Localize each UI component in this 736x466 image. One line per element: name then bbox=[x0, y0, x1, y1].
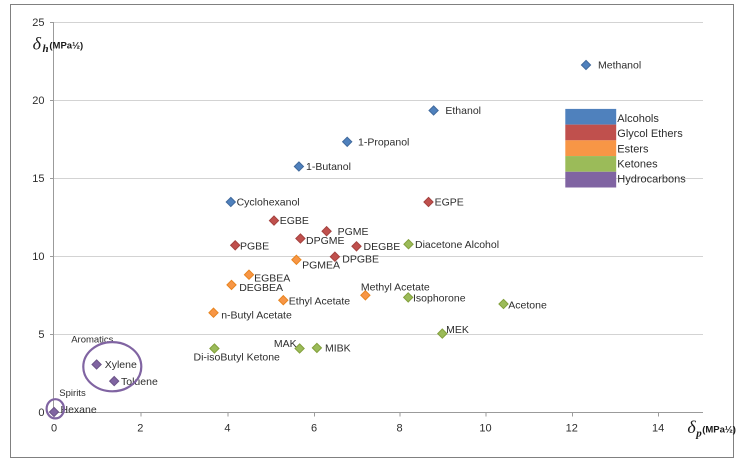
svg-text:4: 4 bbox=[224, 422, 230, 434]
svg-text:Diacetone Alcohol: Diacetone Alcohol bbox=[415, 239, 499, 251]
svg-text:2: 2 bbox=[137, 422, 143, 434]
svg-text:Ethyl Acetate: Ethyl Acetate bbox=[289, 295, 350, 307]
svg-text:Xylene: Xylene bbox=[105, 359, 137, 371]
svg-text:Acetone: Acetone bbox=[508, 299, 547, 311]
svg-text:Ethanol: Ethanol bbox=[445, 105, 481, 117]
svg-text:10: 10 bbox=[479, 422, 491, 434]
svg-text:n-Butyl Acetate: n-Butyl Acetate bbox=[221, 310, 292, 322]
svg-text:Spirits: Spirits bbox=[59, 388, 86, 399]
svg-text:12: 12 bbox=[566, 422, 578, 434]
svg-text:(MPa½): (MPa½) bbox=[702, 424, 736, 435]
svg-text:EGBEA: EGBEA bbox=[254, 272, 290, 284]
svg-text:δ: δ bbox=[33, 33, 42, 53]
svg-text:MAK: MAK bbox=[274, 338, 297, 350]
svg-text:PGME: PGME bbox=[338, 226, 369, 238]
svg-text:Isophorone: Isophorone bbox=[413, 292, 466, 304]
svg-text:DPGBE: DPGBE bbox=[342, 253, 379, 265]
svg-text:20: 20 bbox=[32, 95, 44, 107]
svg-text:MEK: MEK bbox=[446, 324, 469, 336]
svg-text:Hexane: Hexane bbox=[61, 404, 97, 416]
svg-text:10: 10 bbox=[32, 251, 44, 263]
svg-text:MIBK: MIBK bbox=[325, 343, 351, 355]
svg-text:Methyl Acetate: Methyl Acetate bbox=[361, 282, 430, 294]
svg-text:Glycol Ethers: Glycol Ethers bbox=[617, 128, 683, 140]
svg-text:0: 0 bbox=[51, 422, 57, 434]
svg-text:6: 6 bbox=[311, 422, 317, 434]
svg-text:15: 15 bbox=[32, 173, 44, 185]
svg-text:Di-isoButyl Ketone: Di-isoButyl Ketone bbox=[194, 352, 281, 364]
svg-text:25: 25 bbox=[32, 17, 44, 29]
svg-text:14: 14 bbox=[652, 422, 664, 434]
svg-text:Esters: Esters bbox=[617, 143, 649, 155]
svg-text:PGMEA: PGMEA bbox=[302, 260, 340, 272]
svg-text:DPGME: DPGME bbox=[306, 235, 345, 247]
svg-text:5: 5 bbox=[38, 329, 44, 341]
svg-text:Aromatics: Aromatics bbox=[71, 335, 113, 346]
svg-text:PGBE: PGBE bbox=[240, 241, 269, 253]
svg-text:DEGBE: DEGBE bbox=[364, 241, 401, 253]
svg-text:DEGBEA: DEGBEA bbox=[239, 282, 283, 294]
svg-text:Hydrocarbons: Hydrocarbons bbox=[617, 174, 686, 186]
svg-text:Cyclohexanol: Cyclohexanol bbox=[237, 197, 300, 209]
svg-text:EGBE: EGBE bbox=[280, 215, 309, 227]
svg-text:Alcohols: Alcohols bbox=[617, 113, 659, 125]
svg-text:h: h bbox=[43, 43, 49, 55]
svg-text:1-Propanol: 1-Propanol bbox=[358, 136, 409, 148]
svg-text:EGPE: EGPE bbox=[435, 197, 464, 209]
svg-text:p: p bbox=[695, 428, 702, 440]
svg-text:Ketones: Ketones bbox=[617, 158, 658, 170]
svg-text:δ: δ bbox=[687, 417, 696, 437]
svg-text:Methanol: Methanol bbox=[598, 60, 641, 72]
svg-text:8: 8 bbox=[397, 422, 403, 434]
svg-text:(MPa½): (MPa½) bbox=[49, 41, 83, 52]
svg-text:1-Butanol: 1-Butanol bbox=[306, 161, 351, 173]
svg-text:0: 0 bbox=[38, 407, 44, 419]
